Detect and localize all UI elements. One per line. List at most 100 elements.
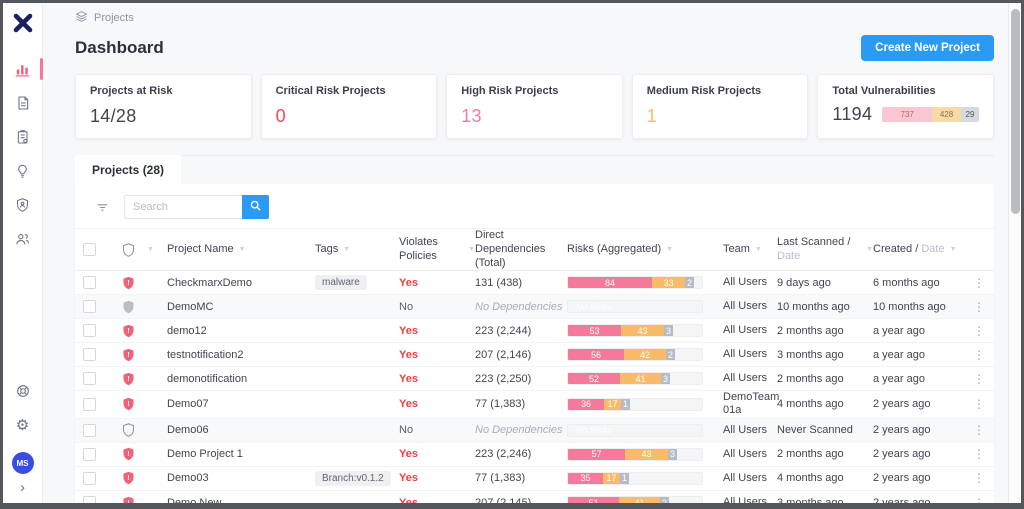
checkmarx-logo[interactable] — [11, 11, 35, 40]
sidebar-item-policies[interactable] — [3, 190, 43, 220]
project-name[interactable]: Demo06 — [167, 424, 209, 437]
sidebar-item-reports[interactable] — [3, 122, 43, 152]
row-checkbox[interactable] — [83, 397, 96, 411]
sidebar-item-documents[interactable] — [3, 88, 43, 118]
sidebar: ⚙ MS › — [3, 3, 43, 503]
project-name[interactable]: Demo Project 1 — [167, 448, 243, 461]
risk-aggregated-bar: 51 41 2 — [567, 496, 703, 503]
search-input[interactable] — [124, 195, 242, 219]
sort-icon[interactable]: ▼ — [949, 246, 957, 254]
dependencies-value: 207 (2,146) — [475, 348, 532, 361]
row-checkbox[interactable] — [83, 496, 96, 503]
vuln-high-segment: 737 — [882, 107, 933, 122]
sort-icon[interactable]: ▼ — [147, 246, 154, 254]
tab-projects[interactable]: Projects (28) — [75, 155, 182, 184]
users-icon — [14, 231, 31, 247]
project-name[interactable]: Demo New — [167, 496, 222, 503]
card-label: Medium Risk Projects — [646, 85, 762, 97]
sort-icon[interactable]: ▼ — [343, 246, 351, 254]
row-menu-icon[interactable]: ⋮ — [973, 347, 985, 362]
row-menu-icon[interactable]: ⋮ — [973, 423, 985, 438]
risk-shield-icon: ! — [123, 496, 134, 503]
sidebar-expand-chevron-icon[interactable]: › — [20, 479, 25, 496]
card-projects-at-risk: Projects at Risk 14/28 — [75, 74, 252, 139]
dependencies-value: 207 (2,145) — [475, 496, 532, 503]
row-menu-icon[interactable]: ⋮ — [973, 299, 985, 314]
risk-segment: 42 — [624, 349, 666, 361]
row-checkbox[interactable] — [83, 300, 96, 314]
sort-icon[interactable]: ▼ — [866, 246, 873, 254]
sort-icon[interactable]: ▼ — [666, 246, 674, 254]
project-name[interactable]: demonotification — [167, 372, 248, 385]
card-value: 13 — [461, 106, 482, 126]
row-checkbox[interactable] — [83, 372, 96, 386]
row-menu-icon[interactable]: ⋮ — [973, 323, 985, 338]
sidebar-item-teams[interactable] — [3, 224, 43, 254]
sidebar-item-insights[interactable] — [3, 156, 43, 186]
sort-icon[interactable]: ▼ — [468, 246, 475, 254]
row-menu-icon[interactable]: ⋮ — [973, 275, 985, 290]
table-row[interactable]: ! Demo07 Yes 77 (1,383) 36 17 1 DemoTeam 0… — [75, 391, 994, 419]
search-button[interactable] — [242, 195, 269, 219]
table-row[interactable]: ! CheckmarxDemo malware Yes 131 (438) 84… — [75, 271, 994, 296]
risk-segment: 3 — [668, 448, 677, 460]
table-row[interactable]: ! demonotification Yes 223 (2,250) 52 41 3… — [75, 367, 994, 392]
table-row[interactable]: ! testnotification2 Yes 207 (2,146) 56 42… — [75, 343, 994, 368]
created-value: 2 years ago — [873, 424, 931, 437]
last-scanned-value: 2 months ago — [777, 324, 844, 337]
row-menu-icon[interactable]: ⋮ — [973, 447, 985, 462]
sidebar-item-dashboard[interactable] — [3, 54, 43, 84]
risk-aggregated-bar: 53 43 3 — [567, 324, 703, 338]
team-value: DemoTeam 01a — [723, 391, 780, 417]
user-avatar[interactable]: MS — [11, 452, 34, 474]
shield-column-icon — [123, 242, 134, 257]
sidebar-item-help[interactable] — [3, 376, 43, 406]
sidebar-item-settings[interactable]: ⚙ — [3, 410, 43, 440]
create-new-project-button[interactable]: Create New Project — [861, 35, 994, 61]
vertical-scrollbar[interactable] — [1008, 3, 1021, 503]
project-name[interactable]: DemoMC — [167, 300, 214, 313]
scrollbar-thumb[interactable] — [1011, 9, 1020, 214]
risk-aggregated-bar: 35 17 1 — [567, 471, 703, 485]
sort-icon[interactable]: ▼ — [754, 246, 762, 254]
table-row[interactable]: ! Demo03 Branch:v0.1.2 Yes 77 (1,383) 35… — [75, 467, 994, 491]
filter-icon[interactable] — [95, 201, 110, 214]
row-menu-icon[interactable]: ⋮ — [973, 397, 985, 412]
table-row[interactable]: ! Demo Project 1 Yes 223 (2,246) 57 43 3 A… — [75, 443, 994, 467]
risk-segment: 1 — [620, 472, 629, 484]
project-name[interactable]: testnotification2 — [167, 348, 244, 361]
header-direct-dependencies: Direct Dependencies (Total) — [475, 229, 546, 269]
table-body: ! CheckmarxDemo malware Yes 131 (438) 84… — [75, 271, 994, 503]
row-menu-icon[interactable]: ⋮ — [973, 471, 985, 486]
row-checkbox[interactable] — [83, 348, 96, 362]
project-name[interactable]: demo12 — [167, 324, 207, 337]
row-checkbox[interactable] — [83, 447, 96, 461]
row-menu-icon[interactable]: ⋮ — [973, 495, 985, 503]
header-created: Created / Date — [873, 242, 945, 255]
project-name[interactable]: CheckmarxDemo — [167, 276, 252, 289]
breadcrumb-label[interactable]: Projects — [94, 12, 134, 24]
team-value: All Users — [723, 471, 768, 484]
project-name[interactable]: Demo03 — [167, 472, 209, 485]
row-checkbox[interactable] — [83, 423, 96, 437]
risk-shield-icon: ! — [123, 372, 134, 385]
card-label: High Risk Projects — [461, 85, 559, 97]
select-all-checkbox[interactable] — [83, 243, 96, 257]
project-name[interactable]: Demo07 — [167, 398, 209, 411]
row-checkbox[interactable] — [83, 276, 96, 290]
table-row[interactable]: ! demo12 Yes 223 (2,244) 53 43 3 All Users… — [75, 319, 994, 344]
table-row[interactable]: ! DemoMC No No Dependencies No Risks All… — [75, 295, 994, 320]
card-value: 1 — [646, 106, 658, 126]
team-value: All Users — [723, 423, 768, 436]
no-risks-label: No Risks — [576, 425, 613, 436]
violates-value: Yes — [399, 472, 418, 485]
table-row[interactable]: ! Demo06 No No Dependencies No Risks All… — [75, 418, 994, 443]
row-checkbox[interactable] — [83, 471, 96, 485]
header-team: Team — [723, 242, 750, 255]
row-menu-icon[interactable]: ⋮ — [973, 371, 985, 386]
sort-icon[interactable]: ▼ — [238, 246, 246, 254]
stat-cards: Projects at Risk 14/28 Critical Risk Pro… — [75, 74, 994, 139]
svg-text:!: ! — [127, 280, 129, 287]
row-checkbox[interactable] — [83, 324, 96, 338]
